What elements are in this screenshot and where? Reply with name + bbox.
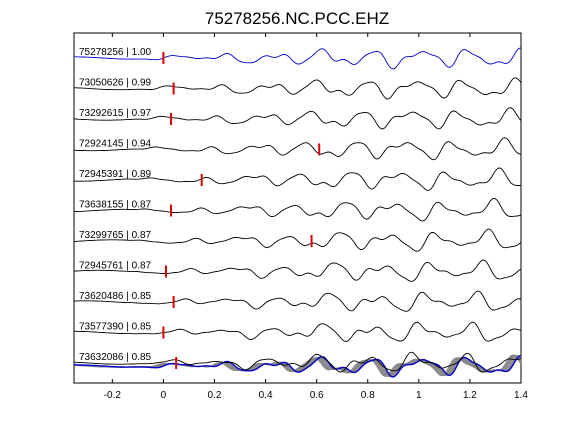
trace-9: 73620486 | 0.85 [73, 290, 522, 312]
trace-label: 73292615 | 0.97 [79, 108, 152, 119]
trace-11: 73632086 | 0.85 [73, 351, 522, 373]
trace-10: 73577390 | 0.85 [74, 321, 522, 342]
trace-5: 72945391 | 0.89 [74, 167, 522, 191]
plot-frame [73, 32, 522, 384]
trace-4: 72924145 | 0.94 [73, 137, 522, 161]
trace-label: 72924145 | 0.94 [79, 139, 152, 150]
trace-label: 73299765 | 0.87 [79, 230, 152, 241]
x-tick-label: 0.6 [310, 390, 324, 401]
trace-6: 73638155 | 0.87 [73, 197, 522, 222]
trace-8: 72945761 | 0.87 [73, 259, 522, 282]
x-tick-label: 1.2 [463, 390, 477, 401]
chart-title: 75278256.NC.PCC.EHZ [205, 9, 389, 28]
trace-label: 73577390 | 0.85 [79, 322, 152, 333]
trace-label: 72945391 | 0.89 [79, 169, 152, 180]
trace-label: 73050626 | 0.99 [79, 78, 152, 89]
trace-line [73, 290, 522, 312]
stack-overlay [73, 354, 522, 378]
trace-line [73, 137, 522, 161]
trace-line [74, 167, 522, 191]
x-tick-label: -0.2 [104, 390, 122, 401]
trace-label: 72945761 | 0.87 [79, 261, 152, 272]
x-tick-label: 0.2 [208, 390, 222, 401]
trace-7: 73299765 | 0.87 [73, 228, 522, 252]
trace-line [73, 351, 522, 373]
trace-label: 73638155 | 0.87 [79, 200, 152, 211]
trace-label: 73620486 | 0.85 [79, 291, 152, 302]
x-tick-label: 1.4 [514, 390, 528, 401]
trace-line [74, 321, 522, 342]
trace-3: 73292615 | 0.97 [73, 107, 522, 130]
x-tick-label: 0 [161, 390, 167, 401]
trace-list: 75278256 | 1.00 73050626 | 0.99 73292615 |… [73, 47, 522, 373]
trace-line [74, 47, 522, 70]
trace-line [73, 77, 522, 100]
trace-1: 75278256 | 1.00 [74, 47, 522, 70]
trace-label: 73632086 | 0.85 [79, 352, 152, 363]
x-axis: -0.2 0 0.2 0.4 0.6 0.8 1 1.2 1.4 [104, 33, 528, 401]
trace-label: 75278256 | 1.00 [79, 47, 152, 58]
trace-line [73, 259, 522, 282]
x-tick-label: 0.8 [361, 390, 375, 401]
trace-2: 73050626 | 0.99 [73, 77, 522, 100]
stack-reference-trace [74, 355, 522, 378]
trace-line [73, 228, 522, 252]
x-tick-label: 0.4 [259, 390, 273, 401]
x-tick-label: 1 [416, 390, 422, 401]
trace-line [73, 197, 522, 222]
trace-line [73, 107, 522, 130]
